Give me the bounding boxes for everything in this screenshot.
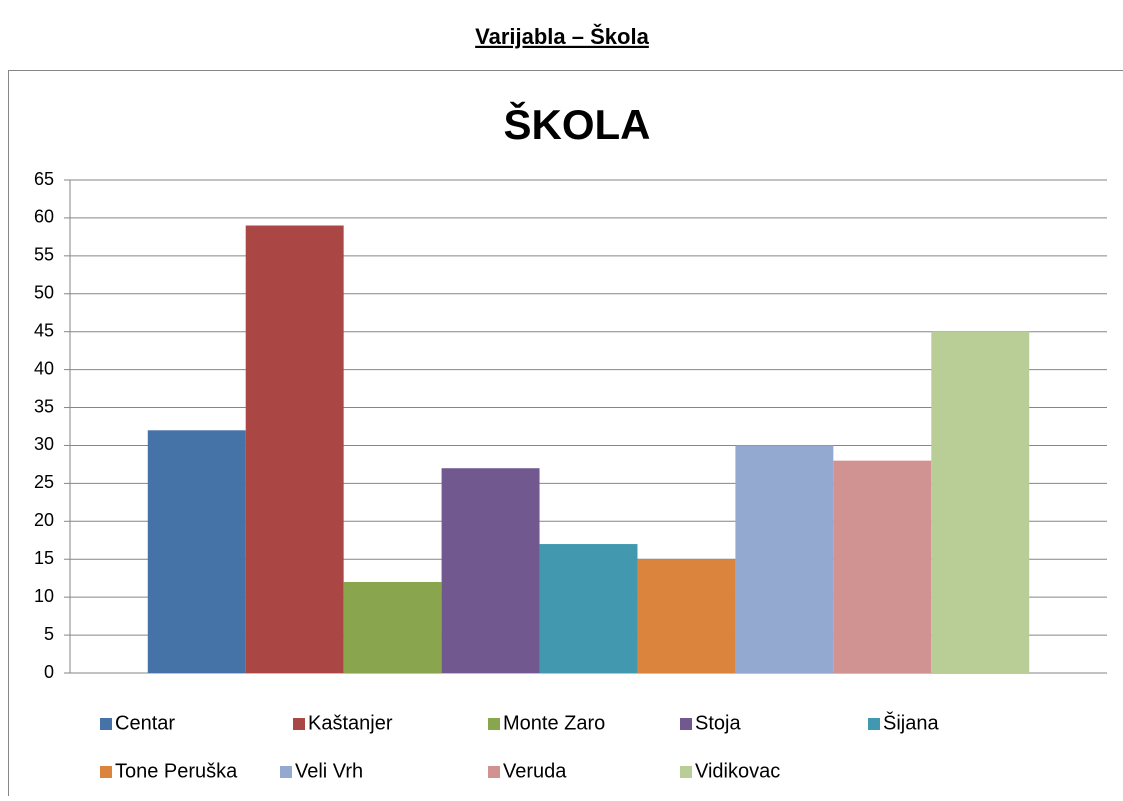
legend-label: Kaštanjer [308,712,393,734]
y-tick-label: 40 [34,358,54,378]
y-tick-label: 20 [34,510,54,530]
y-tick-label: 45 [34,320,54,340]
legend-swatch [100,766,112,778]
y-tick-label: 5 [44,624,54,644]
bar [343,581,442,673]
legend-label: Vidikovac [695,760,780,782]
legend-label: Šijana [883,711,939,734]
legend-swatch [488,718,500,730]
legend-swatch [293,718,305,730]
y-tick-label: 30 [34,434,54,454]
bar [539,544,638,673]
y-tick-label: 65 [34,169,54,189]
legend-label: Veli Vrh [295,760,363,782]
bar [735,445,834,673]
y-tick-label: 35 [34,396,54,416]
y-tick-label: 10 [34,586,54,606]
y-tick-label: 0 [44,662,54,682]
legend-swatch [280,766,292,778]
legend-swatch [868,718,880,730]
legend-swatch [488,766,500,778]
legend-label: Centar [115,712,175,734]
legend-label: Stoja [695,712,741,734]
legend-label: Monte Zaro [503,712,605,734]
bar [931,331,1030,673]
y-tick-label: 25 [34,472,54,492]
bar [637,559,736,673]
legend-swatch [680,766,692,778]
chart-title: ŠKOLA [504,100,651,148]
bar [441,468,540,673]
legend-label: Veruda [503,760,567,782]
y-tick-label: 50 [34,283,54,303]
y-tick-label: 55 [34,245,54,265]
y-tick-label: 60 [34,207,54,227]
legend-swatch [100,718,112,730]
bar [245,225,344,673]
legend-swatch [680,718,692,730]
page-heading: Varijabla – Škola [475,24,649,49]
bar [147,430,246,673]
y-tick-label: 15 [34,548,54,568]
bar [833,460,932,673]
legend-label: Tone Peruška [115,760,238,782]
